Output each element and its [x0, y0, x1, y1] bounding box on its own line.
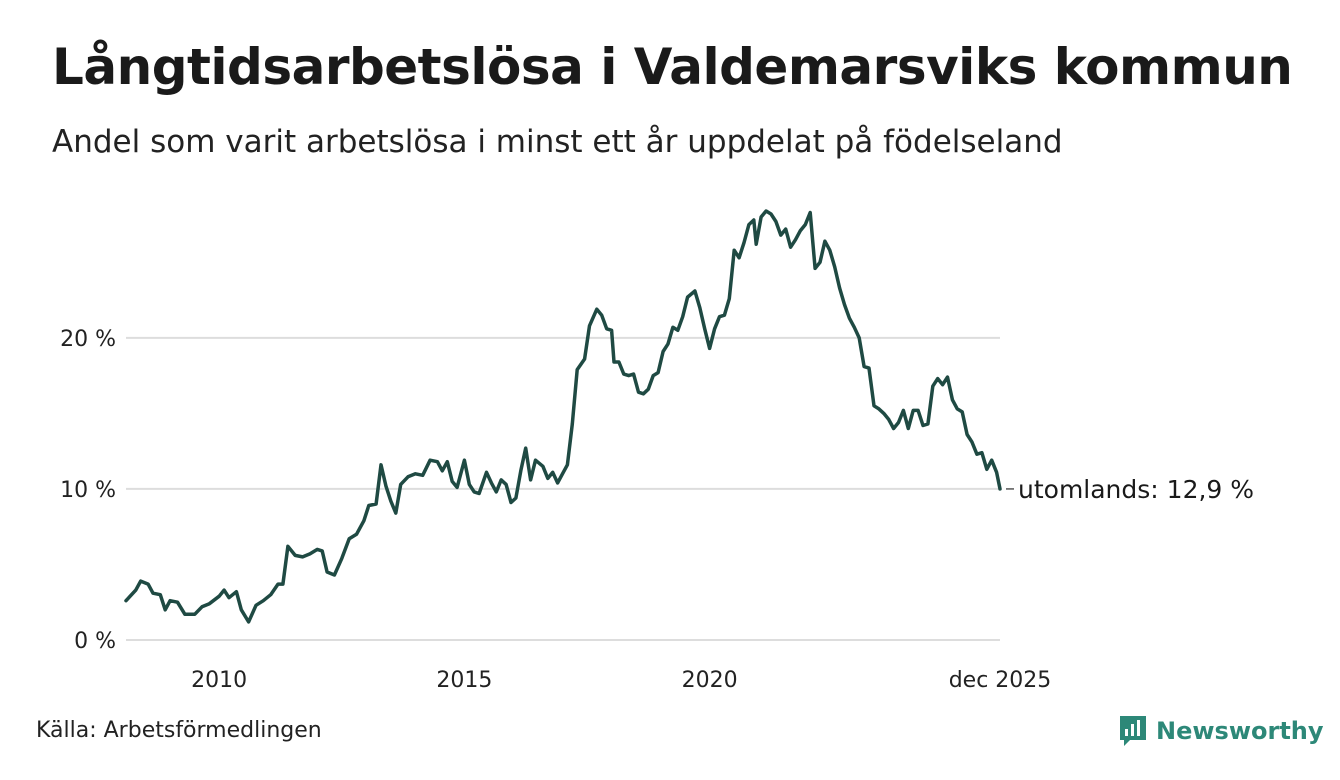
x-tick-label: dec 2025: [949, 668, 1052, 693]
end-label-utomlands: utomlands: 12,9 %: [1018, 475, 1254, 504]
y-tick-label: 20 %: [60, 327, 116, 352]
y-tick-label: 0 %: [74, 629, 116, 654]
newsworthy-logo-icon: [1120, 716, 1146, 746]
series-line-utomlands: [124, 209, 1002, 624]
line-chart: 0 % 10 % 20 % 2010 2015 2020 dec 2025 utomlands…: [60, 209, 1254, 693]
source-note: Källa: Arbetsförmedlingen: [36, 718, 322, 743]
brand-name: Newsworthy: [1156, 717, 1324, 745]
brand-logo: Newsworthy: [1118, 714, 1324, 748]
chart-title: Långtidsarbetslösa i Valdemarsviks kommu…: [52, 38, 1293, 96]
x-tick-label: 2015: [436, 668, 492, 693]
x-tick-label: 2020: [682, 668, 738, 693]
chart-subtitle: Andel som varit arbetslösa i minst ett å…: [52, 124, 1063, 160]
x-tick-label: 2010: [191, 668, 247, 693]
y-tick-label: 10 %: [60, 478, 116, 503]
